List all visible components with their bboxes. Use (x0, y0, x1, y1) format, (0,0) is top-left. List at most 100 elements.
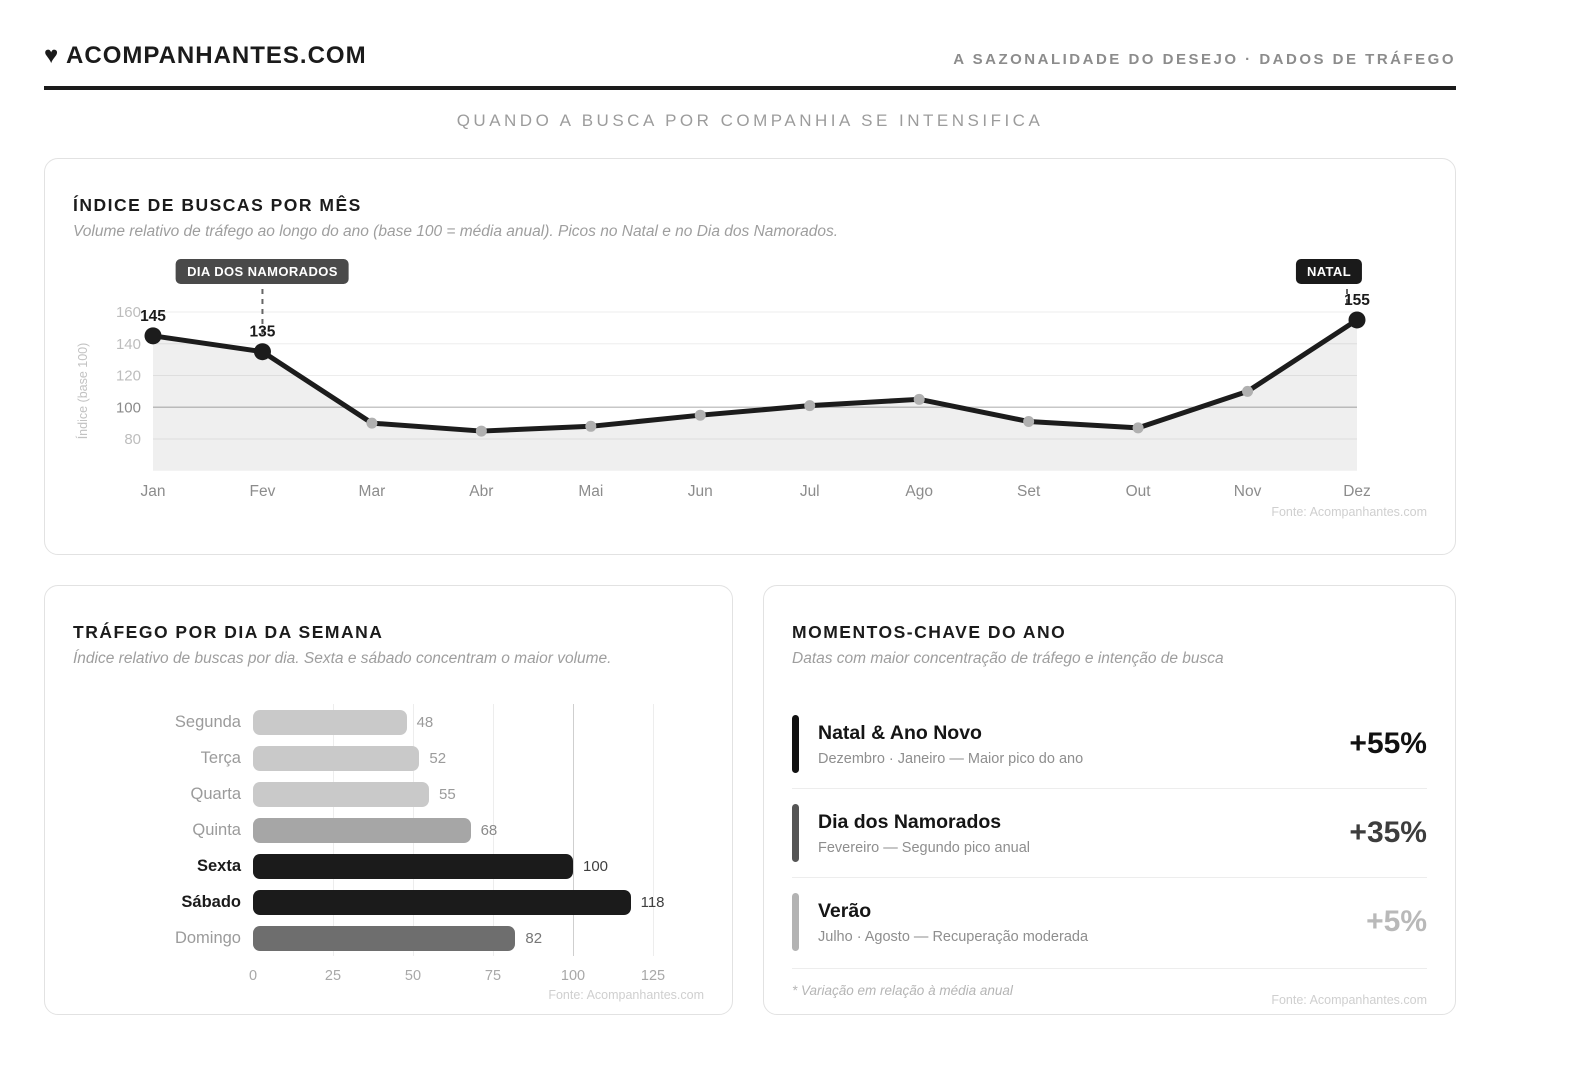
x-tick-label: 100 (560, 968, 586, 984)
bar-label: Sexta (196, 856, 241, 875)
bar (253, 889, 631, 915)
bar (253, 781, 429, 807)
bar-chart-title: TRÁFEGO POR DIA DA SEMANA (73, 622, 384, 642)
x-tick-label: Abr (469, 483, 493, 500)
line-chart-area (153, 319, 1357, 471)
bar (253, 709, 407, 735)
point-value-label: 145 (140, 308, 166, 325)
monthly-line-chart: DIA DOS NAMORADOS NATAL 160 140 120 100 80 Ín… (73, 251, 1429, 503)
data-point (804, 400, 816, 412)
x-tick-label: Jun (688, 483, 713, 500)
moment-description: Fevereiro — Segundo pico anual (818, 839, 1030, 856)
bar-value-label: 55 (439, 785, 456, 803)
bar-row-sábado: Sábado 118 (73, 884, 704, 920)
header: ♥ ACOMPANHANTES.COM A SAZONALIDADE DO DE… (44, 0, 1456, 70)
y-tick-label: 140 (116, 336, 141, 353)
y-tick-label: 120 (116, 368, 141, 385)
data-point (694, 409, 706, 421)
bar-label: Sábado (181, 892, 241, 911)
bottom-row: TRÁFEGO POR DIA DA SEMANA Índice relativ… (44, 585, 1456, 1015)
x-tick-label: 125 (640, 968, 666, 984)
moments-title: MOMENTOS-CHAVE DO ANO (792, 622, 1067, 642)
key-moments-card: MOMENTOS-CHAVE DO ANO Datas com maior co… (763, 585, 1456, 1015)
line-chart-canvas: 160 140 120 100 80 Índice (base 100) Jan Fev Mar… (75, 289, 1371, 500)
bar-label: Quinta (192, 820, 241, 839)
moments-source: Fonte: Acompanhantes.com (1271, 993, 1427, 1007)
moment-value: +5% (1366, 905, 1427, 938)
bar-label: Terça (200, 748, 241, 767)
line-chart-title: ÍNDICE DE BUSCAS POR MÊS (73, 195, 362, 215)
bar-row-terça: Terça 52 (73, 740, 704, 776)
gridline (493, 704, 494, 956)
bar-row-segunda: Segunda 48 (73, 704, 704, 740)
x-tick-label: 0 (248, 968, 258, 984)
bar-label: Quarta (190, 784, 241, 803)
moment-accent-bar (792, 715, 799, 773)
x-tick-label: Mar (359, 483, 386, 500)
moment-accent-bar (792, 804, 799, 862)
weekday-traffic-card: TRÁFEGO POR DIA DA SEMANA Índice relativ… (44, 585, 733, 1015)
moment-title: Dia dos Namorados (818, 810, 1002, 833)
point-value-label: 135 (250, 324, 276, 341)
moment-description: Dezembro · Janeiro — Maior pico do ano (818, 750, 1084, 767)
x-tick-label: 75 (484, 968, 502, 984)
y-axis-label: Índice (base 100) (75, 343, 90, 440)
line-chart-source: Fonte: Acompanhantes.com (1271, 505, 1427, 519)
moments-subtitle: Datas com maior concentração de tráfego … (792, 650, 1224, 667)
x-tick-label: Dez (1343, 483, 1371, 500)
moment-text: Dia dos Namorados Fevereiro — Segundo pi… (818, 811, 1337, 856)
content: ♥ ACOMPANHANTES.COM A SAZONALIDADE DO DE… (44, 0, 1456, 1015)
x-tick-label: Set (1017, 483, 1041, 500)
data-point (1348, 311, 1366, 329)
x-tick-label: Nov (1234, 483, 1262, 500)
weekday-bar-chart: Segunda 48 Terça 52 Quarta 55 Quinta 68 Sexta 100… (73, 704, 704, 956)
moment-title: Natal & Ano Novo (818, 721, 982, 744)
bar-row-sexta: Sexta 100 (73, 848, 704, 884)
data-point (253, 343, 271, 361)
bar-row-quarta: Quarta 55 (73, 776, 704, 812)
header-tagline: A SAZONALIDADE DO DESEJO · DADOS DE TRÁF… (953, 51, 1456, 68)
data-point (1023, 416, 1035, 428)
bar (253, 817, 471, 843)
bar-value-label: 48 (416, 713, 434, 731)
moments-footer: * Variação em relação à média anual Font… (792, 968, 1427, 1007)
moment-item-natal-ano-novo: Natal & Ano Novo Dezembro · Janeiro — Ma… (792, 700, 1427, 788)
x-tick-label: Fev (250, 483, 276, 500)
gridline (653, 704, 654, 956)
data-point (475, 425, 487, 437)
bar-value-label: 52 (429, 749, 447, 767)
page-heading: QUANDO A BUSCA POR COMPANHIA SE INTENSIF… (456, 111, 1044, 130)
brand-logo: ♥ ACOMPANHANTES.COM (44, 42, 367, 69)
moment-item-verao: Verão Julho · Agosto — Recuperação moder… (792, 877, 1427, 966)
bar-value-label: 100 (583, 857, 609, 875)
bar-value-label: 68 (480, 821, 498, 839)
gridline (573, 704, 574, 956)
moment-value: +35% (1349, 816, 1427, 849)
data-point (144, 327, 162, 345)
bar-value-label: 82 (525, 929, 543, 947)
bar-label: Segunda (174, 712, 241, 731)
moment-text: Natal & Ano Novo Dezembro · Janeiro — Ma… (818, 722, 1337, 767)
bar-row-domingo: Domingo 82 (73, 920, 704, 956)
y-tick-label: 100 (116, 399, 141, 416)
bar-chart-subtitle: Índice relativo de buscas por dia. Sexta… (73, 650, 612, 667)
bar-chart-x-axis: 0 25 50 75 100 125 (73, 962, 704, 988)
moments-footnote: * Variação em relação à média anual (792, 983, 1013, 998)
bar (253, 853, 573, 879)
moment-accent-bar (792, 893, 799, 951)
annotation-badge-dia-dos-namorados: DIA DOS NAMORADOS (176, 259, 349, 284)
bar-row-quinta: Quinta 68 (73, 812, 704, 848)
data-point (366, 417, 378, 429)
y-tick-label: 80 (124, 431, 141, 448)
x-tick-label: Jul (800, 483, 820, 500)
point-value-label: 155 (1344, 292, 1370, 309)
x-tick-label: Out (1126, 483, 1152, 500)
x-tick-label: 50 (404, 968, 422, 984)
bar (253, 745, 420, 771)
moment-description: Julho · Agosto — Recuperação moderada (818, 928, 1089, 945)
bar (253, 925, 516, 951)
x-tick-label: Jan (141, 483, 166, 500)
x-tick-label: 25 (324, 968, 342, 984)
moment-value: +55% (1349, 727, 1427, 760)
